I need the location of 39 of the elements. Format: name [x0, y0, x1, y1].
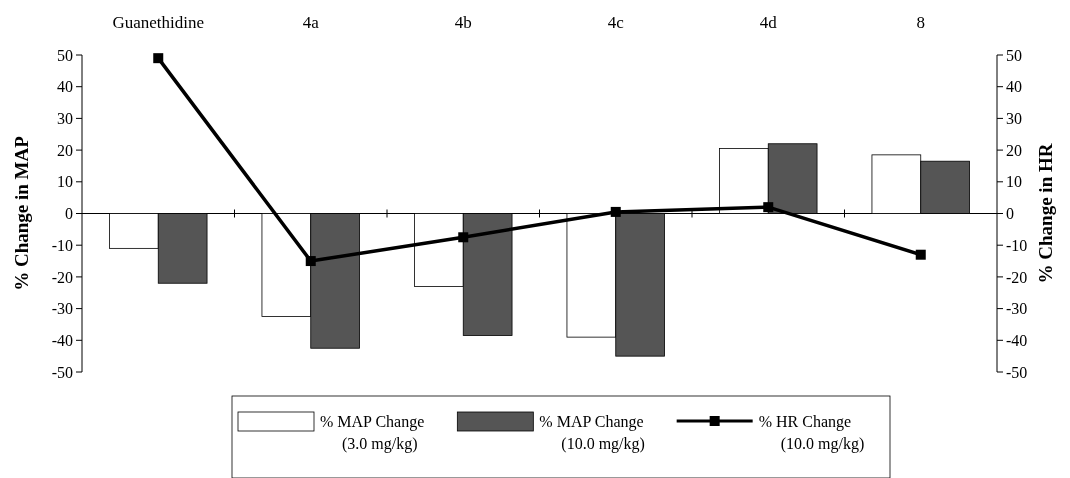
y2-tick-label: -20	[1006, 268, 1028, 286]
y-tick-label: 30	[57, 110, 73, 127]
legend-label: % MAP Change (3.0 mg/kg)	[320, 413, 425, 453]
y-tick-label: 10	[57, 173, 73, 191]
y2-tick-label: 40	[1006, 78, 1022, 96]
x-tick-label: 8	[916, 13, 925, 32]
y-tick-label: -20	[51, 268, 73, 286]
legend-label: % HR Change (10.0 mg/kg)	[758, 413, 865, 453]
y2-tick-label: -30	[1006, 300, 1028, 318]
y-tick-label: -10	[51, 236, 73, 254]
point	[153, 53, 164, 64]
x-tick-label: Guanethidine	[112, 13, 205, 32]
y-tick-label: 0	[65, 205, 73, 223]
point	[305, 256, 316, 267]
y2-tick-label: 20	[1006, 141, 1022, 159]
y2-tick-label: 10	[1006, 173, 1022, 191]
x-tick-label: 4b	[454, 13, 472, 32]
point	[915, 249, 926, 260]
y-tick-label: -40	[51, 331, 73, 349]
x-tick-label: 4c	[607, 13, 625, 32]
y2-axis-title: % Change in HR	[1035, 143, 1056, 284]
x-tick-label: 4d	[759, 13, 778, 32]
y-tick-label: -30	[51, 300, 73, 318]
legend-label: % MAP Change (10.0 mg/kg)	[539, 413, 645, 453]
y2-tick-label: -10	[1006, 236, 1028, 254]
y2-tick-label: 30	[1006, 110, 1022, 127]
y2-tick-label: 50	[1006, 46, 1022, 64]
y-tick-label: 20	[57, 141, 73, 159]
point	[610, 206, 621, 217]
x-tick-label: 4a	[302, 13, 320, 32]
point	[763, 202, 774, 213]
y-tick-label: 50	[57, 46, 73, 64]
y-axis-title: % Change in MAP	[11, 135, 32, 291]
y2-tick-label: -40	[1006, 331, 1028, 349]
point	[458, 232, 469, 243]
y-tick-label: -50	[51, 363, 73, 381]
y2-tick-label: -50	[1006, 363, 1028, 381]
y2-tick-label: 0	[1006, 205, 1014, 223]
y-tick-label: 40	[57, 78, 73, 96]
